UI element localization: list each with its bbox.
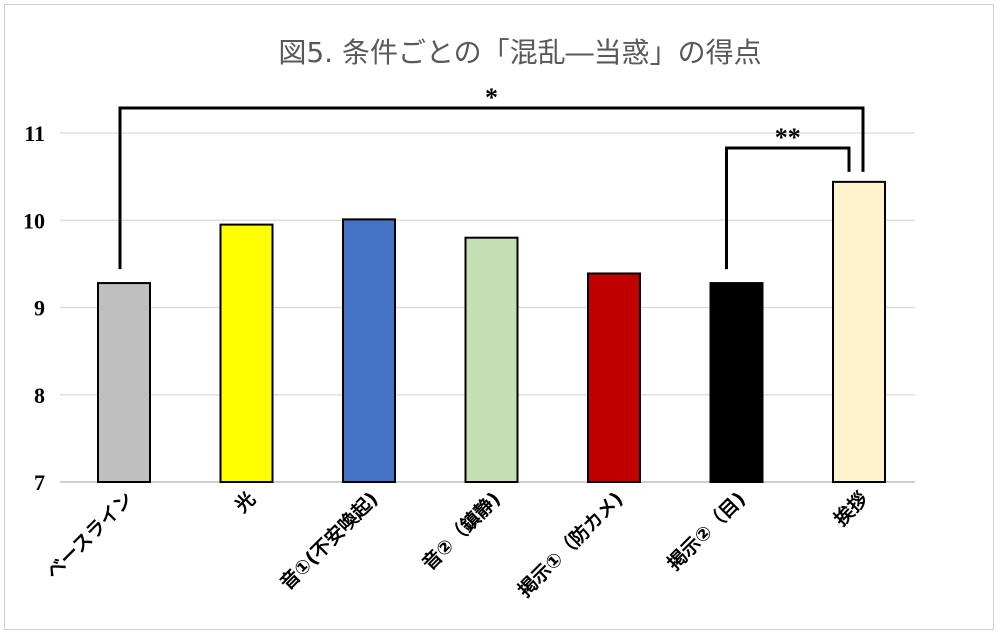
bar xyxy=(97,282,151,483)
y-axis-ticks: 7 8 9 10 11 xyxy=(23,121,45,495)
bar xyxy=(464,236,519,483)
y-tick-label: 11 xyxy=(24,121,45,146)
y-tick-label: 7 xyxy=(34,470,45,495)
x-tick-label: 掲示①（防カメ) xyxy=(513,487,627,601)
y-tick-label: 10 xyxy=(23,208,45,233)
x-tick-label: 音①(不安喚起) xyxy=(275,487,382,594)
x-tick-label: 音②（鎮静) xyxy=(418,487,506,575)
significance-brackets: *** xyxy=(118,83,865,270)
significance-label: * xyxy=(485,83,498,112)
significance-bracket xyxy=(118,106,865,270)
y-tick-label: 9 xyxy=(34,296,45,321)
bar xyxy=(219,223,274,484)
chart-title: 図5. 条件ごとの「混乱―当惑」の得点 xyxy=(278,36,761,69)
bar xyxy=(832,180,886,484)
significance-label: ** xyxy=(775,123,801,152)
x-axis-ticks: ベースライン 光音①(不安喚起) 音②（鎮静) 掲示①（防カメ) 掲示②（目) 挨拶 xyxy=(42,487,873,601)
bars xyxy=(97,180,886,484)
x-tick-label: ベースライン xyxy=(42,488,138,584)
x-tick-label: 光 xyxy=(230,487,260,517)
significance-bracket xyxy=(725,146,851,270)
bar xyxy=(709,282,764,483)
x-tick-label: 挨拶 xyxy=(829,487,872,530)
bar xyxy=(587,272,641,483)
bar xyxy=(342,218,396,483)
y-tick-label: 8 xyxy=(34,383,45,408)
x-tick-label: 掲示②（目) xyxy=(663,487,751,575)
